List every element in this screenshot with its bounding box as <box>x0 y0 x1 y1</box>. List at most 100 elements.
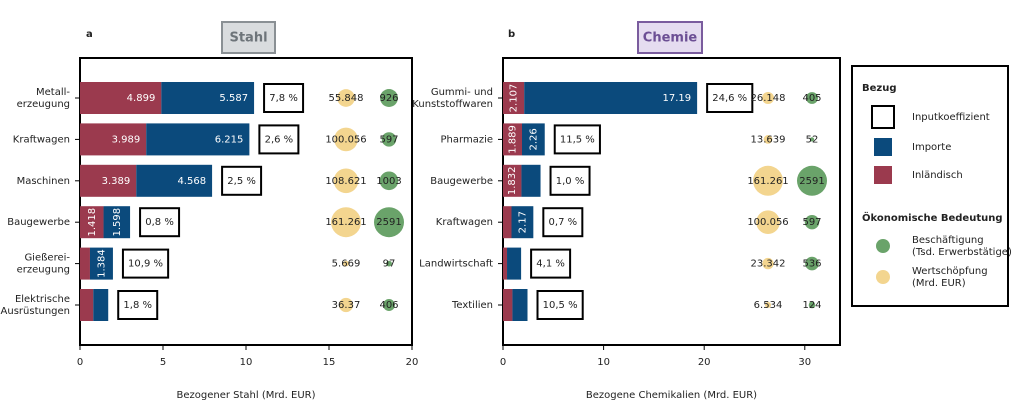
employment-label: 597 <box>379 134 398 145</box>
bar-value-label: 2.26 <box>528 128 539 150</box>
x-tick-label: 10 <box>240 357 253 368</box>
value-added-label: 13.639 <box>751 134 786 145</box>
employment-label: 2591 <box>799 176 824 187</box>
input-coefficient-label: 24,6 % <box>712 93 747 104</box>
value-added-label: 55.848 <box>329 93 364 104</box>
bar-value-label: 3.389 <box>102 176 131 187</box>
x-tick-label: 20 <box>406 357 419 368</box>
bar-value-label: 4.899 <box>127 93 156 104</box>
legend-section-title: Ökonomische Bedeutung <box>862 210 1003 224</box>
input-coefficient-label: 10,9 % <box>128 259 163 270</box>
legend-swatch <box>874 138 892 156</box>
x-tick-label: 15 <box>323 357 336 368</box>
employment-label: 124 <box>802 300 821 311</box>
value-added-label: 108.621 <box>325 176 366 187</box>
category-label: Kraftwagen <box>436 217 493 228</box>
input-coefficient-label: 0,8 % <box>145 217 174 228</box>
bar-segment <box>521 164 541 197</box>
employment-bubble <box>374 207 404 238</box>
value-added-bubble <box>761 91 775 105</box>
x-tick-label: 5 <box>160 357 166 368</box>
x-axis-label: Bezogener Stahl (Mrd. EUR) <box>176 390 315 401</box>
employment-label: 536 <box>802 259 821 270</box>
category-label: Kraftwagen <box>13 134 70 145</box>
bar-segment <box>136 164 213 197</box>
input-coefficient-label: 7,8 % <box>269 93 298 104</box>
employment-label: 405 <box>802 93 821 104</box>
category-label: Ausrüstungen <box>1 306 70 317</box>
input-coefficient-box <box>221 165 263 196</box>
value-added-label: 36.37 <box>332 300 361 311</box>
legend-title: Bezug <box>862 83 897 94</box>
legend-swatch <box>874 166 892 184</box>
legend-swatch <box>871 105 895 129</box>
value-added-label: 161.261 <box>747 176 788 187</box>
bar-segment <box>89 247 113 280</box>
bar-segment <box>103 206 131 239</box>
legend-label: Beschäftigung <box>912 235 984 246</box>
category-label: erzeugung <box>17 99 70 110</box>
bar-segment <box>524 82 698 114</box>
employment-label: 97 <box>383 259 396 270</box>
input-coefficient-box <box>530 248 572 279</box>
bar-segment <box>522 123 545 156</box>
panel-letter: b <box>508 29 515 40</box>
input-coefficient-label: 2,6 % <box>265 134 294 145</box>
employment-bubble <box>381 132 397 147</box>
category-label: Baugewerbe <box>430 176 493 187</box>
legend-label: Inputkoeffizient <box>912 112 990 123</box>
employment-label: 52 <box>806 134 819 145</box>
value-added-bubble <box>334 127 358 152</box>
employment-bubble <box>383 299 395 311</box>
category-label: Gießerei- <box>24 253 70 264</box>
legend-label: Importe <box>912 142 951 153</box>
panel-title: Chemie <box>643 31 698 46</box>
employment-bubble <box>804 214 820 230</box>
category-label: Gummi- und <box>431 87 493 98</box>
category-label: Elektrische <box>15 294 70 305</box>
bar-segment <box>161 82 255 114</box>
value-added-bubble <box>763 135 773 144</box>
value-added-bubble <box>756 210 780 235</box>
legend-label: (Tsd. Erwerbstätige) <box>912 247 1012 258</box>
employment-bubble <box>809 137 815 142</box>
legend-swatch <box>876 239 890 253</box>
employment-label: 1003 <box>376 176 401 187</box>
value-added-bubble <box>337 89 355 107</box>
employment-label: 926 <box>379 93 398 104</box>
input-coefficient-box <box>258 124 300 155</box>
bar-segment <box>503 123 523 156</box>
bar-value-label: 1.598 <box>112 208 123 237</box>
input-coefficient-label: 11,5 % <box>560 134 595 145</box>
bar-value-label: 1.418 <box>87 208 98 237</box>
bar-value-label: 1.889 <box>508 125 519 154</box>
bar-segment <box>503 289 513 321</box>
input-coefficient-box <box>553 124 601 155</box>
input-coefficient-box <box>121 248 170 279</box>
input-coefficient-box <box>263 83 305 113</box>
bar-value-label: 1.832 <box>507 166 518 195</box>
value-added-label: 6.534 <box>754 300 783 311</box>
employment-bubble <box>805 256 819 271</box>
bar-segment <box>146 123 250 156</box>
bar-value-label: 17.19 <box>662 93 691 104</box>
value-added-bubble <box>338 297 354 313</box>
employment-bubble <box>386 260 392 267</box>
bar-segment <box>503 247 508 280</box>
bar-value-label: 4.568 <box>177 176 206 187</box>
x-tick-label: 30 <box>798 357 811 368</box>
input-coefficient-box <box>139 207 181 238</box>
legend-swatch <box>876 270 890 284</box>
bar-segment <box>507 247 522 280</box>
value-added-bubble <box>343 260 349 267</box>
category-label: Textilien <box>451 300 493 311</box>
bar-value-label: 3.989 <box>112 134 141 145</box>
bar-value-label: 1.384 <box>96 249 107 278</box>
category-label: Landwirtschaft <box>419 259 493 270</box>
value-added-label: 100.056 <box>747 217 788 228</box>
panel-title: Stahl <box>229 31 267 46</box>
bar-segment <box>80 123 147 156</box>
x-tick-label: 0 <box>77 357 83 368</box>
value-added-label: 161.261 <box>325 217 366 228</box>
input-coefficient-label: 4,1 % <box>536 259 565 270</box>
